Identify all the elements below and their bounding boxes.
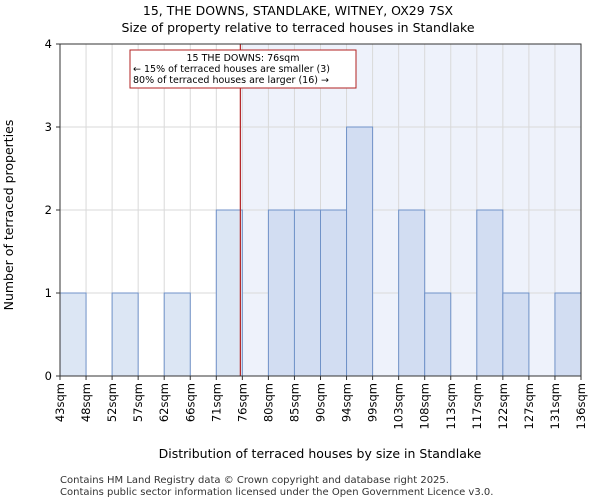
x-tick-label: 113sqm	[444, 383, 458, 429]
x-tick-label: 108sqm	[418, 383, 432, 429]
chart-title: 15, THE DOWNS, STANDLAKE, WITNEY, OX29 7…	[143, 3, 454, 18]
bar	[398, 209, 426, 377]
x-axis-label: Distribution of terraced houses by size …	[159, 446, 482, 461]
y-tick-label: 2	[45, 203, 52, 217]
x-tick-label: 71sqm	[209, 383, 223, 422]
y-ticks: 0 1 2 3 4	[45, 37, 60, 383]
footer-line-1: Contains HM Land Registry data © Crown c…	[60, 475, 449, 486]
marker-layer: 15 THE DOWNS: 76sqm← 15% of terraced hou…	[129, 44, 357, 376]
annotation-line: 15 THE DOWNS: 76sqm	[187, 53, 300, 64]
bar	[293, 209, 322, 377]
chart-subtitle: Size of property relative to terraced ho…	[121, 20, 474, 35]
bar	[59, 292, 87, 377]
x-tick-label: 103sqm	[392, 383, 406, 429]
bar	[502, 292, 530, 377]
bar	[320, 209, 348, 377]
x-tick-label: 62sqm	[157, 383, 171, 422]
y-tick-label: 4	[45, 37, 52, 51]
x-tick-label: 94sqm	[340, 383, 354, 422]
footer-line-2: Contains public sector information licen…	[60, 487, 493, 498]
x-tick-label: 80sqm	[261, 383, 275, 422]
x-tick-label: 122sqm	[496, 383, 510, 429]
annotation-box	[129, 49, 357, 89]
y-tick-label: 1	[45, 286, 52, 300]
x-tick-label: 85sqm	[287, 383, 301, 422]
bar	[267, 209, 295, 377]
bar	[163, 292, 191, 377]
x-ticks: 43sqm 48sqm 52sqm 57sqm 62sqm 66sqm 71sqm 76sqm…	[53, 376, 588, 429]
x-tick-label: 117sqm	[470, 383, 484, 429]
annotation-line: 80% of terraced houses are larger (16) →	[133, 75, 329, 86]
x-tick-label: 131sqm	[548, 383, 562, 429]
x-tick-label: 66sqm	[183, 383, 197, 422]
y-axis-label: Number of terraced properties	[1, 120, 16, 311]
y-tick-label: 0	[45, 369, 52, 383]
x-tick-label: 76sqm	[235, 383, 249, 422]
x-tick-label: 136sqm	[574, 383, 588, 429]
bar	[476, 209, 504, 377]
x-tick-label: 127sqm	[522, 383, 536, 429]
bar	[111, 292, 139, 377]
bar	[424, 292, 452, 377]
x-tick-label: 90sqm	[314, 383, 328, 422]
annotation-line: ← 15% of terraced houses are smaller (3)	[133, 64, 330, 75]
x-tick-label: 48sqm	[79, 383, 93, 422]
x-tick-label: 57sqm	[131, 383, 145, 422]
bars-layer	[59, 126, 582, 377]
bar	[346, 126, 374, 377]
y-tick-label: 3	[45, 120, 52, 134]
bar	[554, 292, 582, 377]
x-tick-label: 99sqm	[366, 383, 380, 422]
bar	[215, 209, 243, 377]
x-tick-label: 43sqm	[53, 383, 67, 422]
x-tick-label: 52sqm	[105, 383, 119, 422]
